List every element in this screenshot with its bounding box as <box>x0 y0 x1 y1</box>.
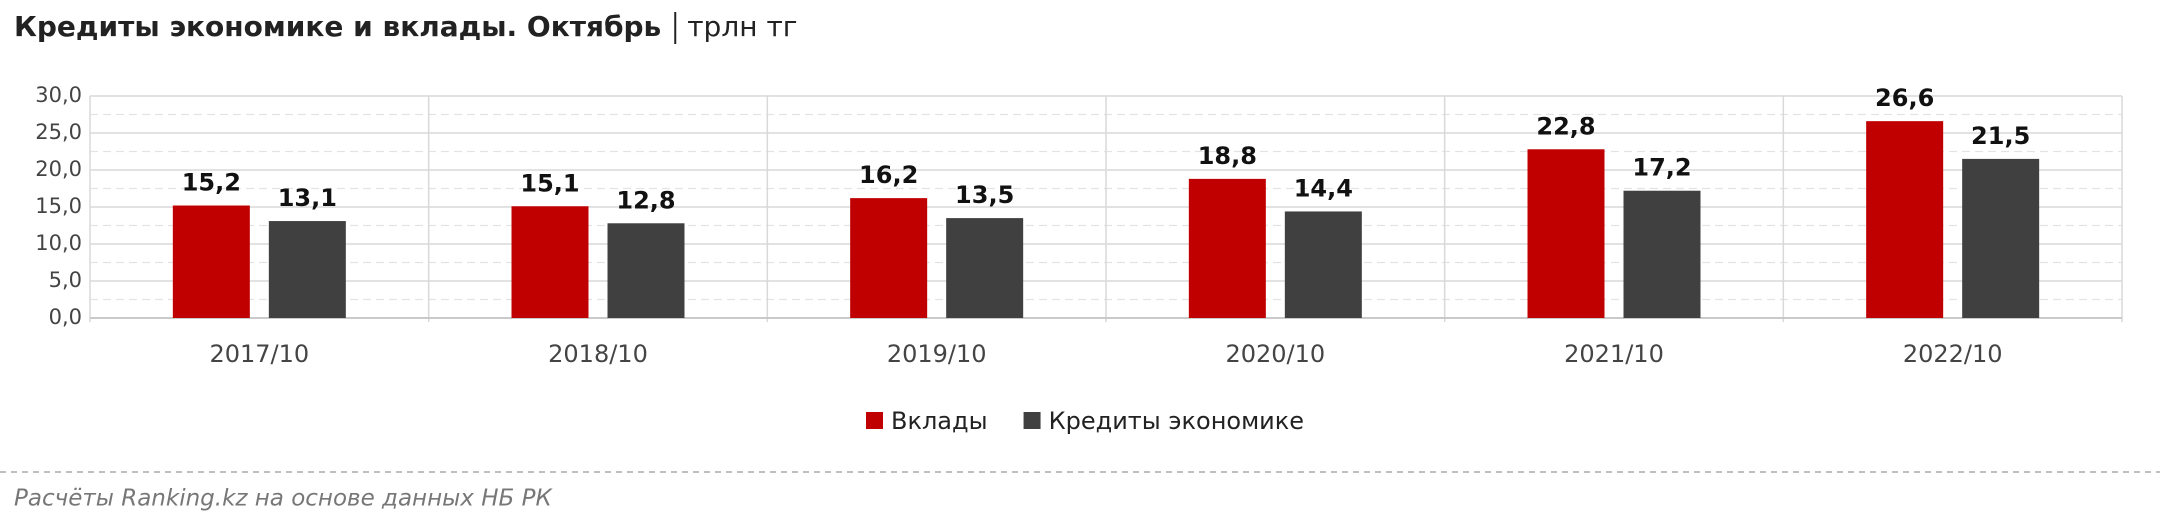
bar <box>1284 211 1362 318</box>
bar <box>1527 149 1605 318</box>
bar <box>1188 178 1266 318</box>
value-label: 13,5 <box>955 181 1014 209</box>
value-label: 14,4 <box>1294 174 1353 202</box>
bar <box>850 198 928 318</box>
bar <box>1623 190 1701 318</box>
x-tick-label: 2020/10 <box>1225 340 1325 368</box>
chart-title: Кредиты экономике и вклады. Октябрь <box>14 10 661 43</box>
value-label: 21,5 <box>1971 122 2030 150</box>
y-tick-label: 10,0 <box>35 231 82 255</box>
value-label: 15,2 <box>182 169 241 197</box>
bar <box>1866 121 1944 318</box>
bar <box>268 221 346 318</box>
value-label: 15,1 <box>520 169 579 197</box>
bar <box>607 223 685 318</box>
legend-swatch <box>866 412 883 429</box>
bar <box>1962 158 2040 318</box>
y-tick-label: 30,0 <box>35 83 82 107</box>
x-tick-label: 2021/10 <box>1564 340 1664 368</box>
value-label: 26,6 <box>1875 84 1934 112</box>
legend-swatch <box>1023 412 1041 429</box>
x-tick-label: 2019/10 <box>887 340 987 368</box>
x-tick-label: 2022/10 <box>1903 340 2003 368</box>
x-tick-label: 2017/10 <box>209 340 309 368</box>
y-tick-label: 20,0 <box>35 157 82 181</box>
x-tick-label: 2018/10 <box>548 340 648 368</box>
y-tick-label: 15,0 <box>35 194 82 218</box>
value-label: 22,8 <box>1536 112 1595 140</box>
y-tick-label: 5,0 <box>49 268 82 292</box>
y-tick-label: 0,0 <box>49 305 82 329</box>
legend-label: Вклады <box>891 407 988 435</box>
bar <box>946 218 1024 318</box>
source-note: Расчёты Ranking.kz на основе данных НБ Р… <box>14 486 553 512</box>
y-tick-label: 25,0 <box>35 120 82 144</box>
value-label: 18,8 <box>1198 142 1257 170</box>
value-label: 17,2 <box>1632 154 1691 182</box>
value-label: 13,1 <box>278 184 337 212</box>
value-label: 12,8 <box>616 186 675 214</box>
value-label: 16,2 <box>859 161 918 189</box>
bar <box>172 205 250 318</box>
bar <box>511 206 589 318</box>
chart-subtitle: трлн тг <box>687 10 797 43</box>
legend-label: Кредиты экономике <box>1049 407 1304 435</box>
